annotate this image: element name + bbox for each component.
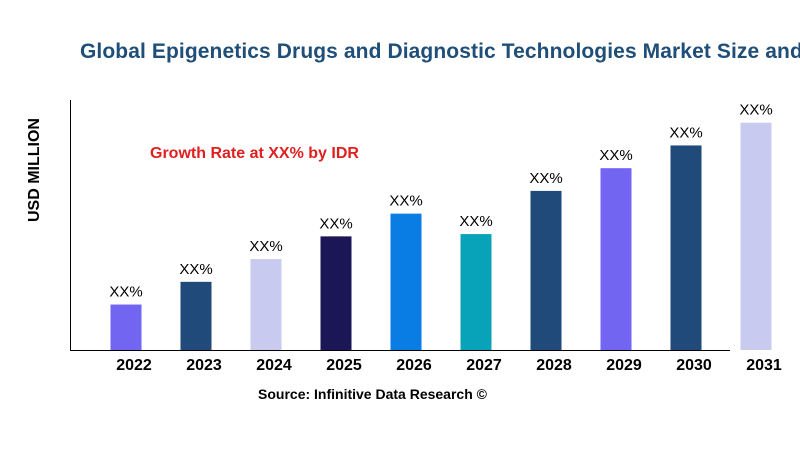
data-label-2030: XX% bbox=[669, 124, 702, 141]
bar-2030 bbox=[670, 145, 702, 350]
bars-group: XX% 2022 XX% 2023 XX% 2024 XX% 2025 XX% 2026 XX% 20… bbox=[109, 102, 782, 374]
x-tick-2023: 2023 bbox=[186, 357, 222, 374]
bar-2026 bbox=[390, 213, 422, 350]
data-label-2026: XX% bbox=[389, 193, 422, 210]
bar-2022 bbox=[110, 304, 142, 350]
x-tick-2022: 2022 bbox=[116, 357, 152, 374]
bar-2029 bbox=[600, 168, 632, 350]
chart-title: Global Epigenetics Drugs and Diagnostic … bbox=[80, 40, 800, 63]
bar-2024 bbox=[250, 259, 282, 350]
growth-rate-annotation: Growth Rate at XX% by IDR bbox=[150, 145, 359, 162]
chart-source: Source: Infinitive Data Research © bbox=[258, 386, 487, 402]
x-tick-2025: 2025 bbox=[326, 357, 362, 374]
data-label-2028: XX% bbox=[529, 170, 562, 187]
data-label-2023: XX% bbox=[179, 261, 212, 278]
bar-2028 bbox=[530, 190, 562, 350]
x-tick-2029: 2029 bbox=[606, 357, 642, 374]
data-label-2025: XX% bbox=[319, 215, 352, 232]
data-label-2027: XX% bbox=[459, 213, 492, 230]
bar-2027 bbox=[460, 234, 492, 350]
x-tick-2026: 2026 bbox=[396, 357, 432, 374]
data-label-2029: XX% bbox=[599, 147, 632, 164]
data-label-2024: XX% bbox=[249, 238, 282, 255]
x-tick-2028: 2028 bbox=[536, 357, 572, 374]
bar-2025 bbox=[320, 236, 352, 350]
data-label-2022: XX% bbox=[109, 284, 142, 301]
bar-2031 bbox=[740, 122, 772, 351]
x-tick-2024: 2024 bbox=[256, 357, 292, 374]
x-tick-2031: 2031 bbox=[746, 357, 782, 374]
bar-2023 bbox=[180, 281, 212, 350]
x-tick-2030: 2030 bbox=[676, 357, 712, 374]
x-tick-2027: 2027 bbox=[466, 357, 502, 374]
data-label-2031: XX% bbox=[739, 102, 772, 119]
